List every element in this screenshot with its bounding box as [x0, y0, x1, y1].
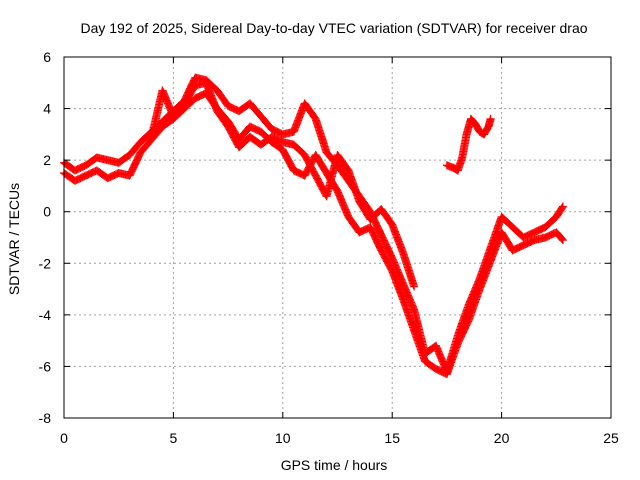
- y-tick-label: 0: [43, 204, 51, 220]
- y-tick-label: -6: [39, 358, 52, 374]
- x-axis-label: GPS time / hours: [281, 457, 388, 473]
- plot-frame: [63, 56, 612, 419]
- x-tick-label: 0: [60, 430, 68, 446]
- tick-layer: 0 5 10 15 20 25 -8 -6 -4 -2 0 2 4 6: [39, 49, 619, 446]
- y-tick-label: -4: [39, 307, 52, 323]
- y-tick-label: 6: [43, 49, 51, 65]
- x-tick-label: 10: [275, 430, 291, 446]
- y-tick-label: -8: [39, 410, 52, 426]
- chart-title: Day 192 of 2025, Sidereal Day-to-day VTE…: [80, 20, 587, 36]
- series-track-b: [60, 89, 567, 379]
- data-point-marker: [558, 236, 567, 245]
- data-point-marker: [558, 202, 567, 211]
- x-tick-label: 20: [494, 430, 510, 446]
- data-layer: [60, 73, 567, 379]
- data-point-marker: [558, 203, 567, 212]
- data-point-marker: [486, 114, 495, 123]
- series-track-d: [442, 114, 495, 175]
- data-point-marker: [557, 234, 566, 243]
- y-tick-label: 2: [43, 152, 51, 168]
- series-track-c: [147, 78, 419, 291]
- x-tick-label: 5: [170, 430, 178, 446]
- grid-layer: [64, 57, 611, 418]
- data-point-marker: [410, 282, 419, 291]
- x-tick-label: 25: [603, 430, 619, 446]
- y-tick-label: -2: [39, 255, 52, 271]
- y-axis-label: SDTVAR / TECUs: [6, 183, 22, 295]
- y-tick-label: 4: [43, 101, 51, 117]
- x-tick-label: 15: [384, 430, 400, 446]
